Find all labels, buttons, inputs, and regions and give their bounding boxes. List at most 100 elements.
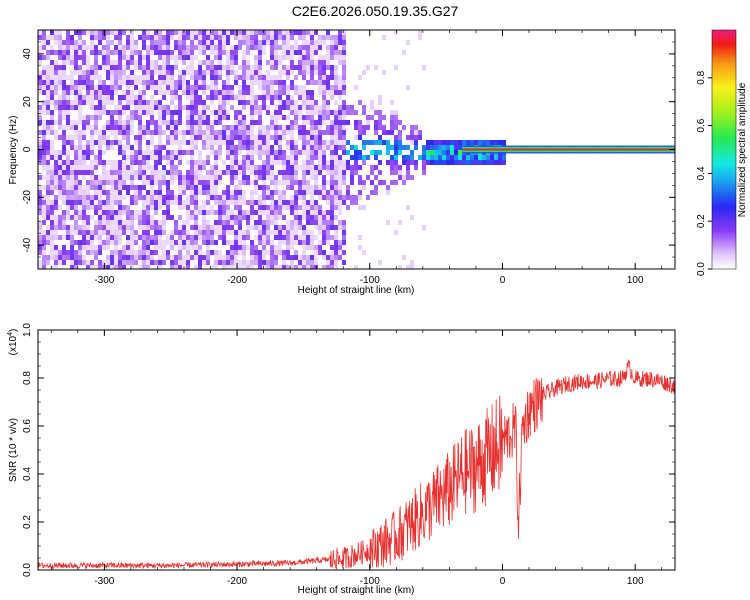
heatmap-cell: [162, 230, 166, 235]
heatmap-cell: [54, 155, 58, 160]
heatmap-cell: [98, 230, 102, 235]
heatmap-cell: [38, 35, 42, 40]
heatmap-cell: [122, 145, 126, 150]
heatmap-cell: [110, 130, 114, 135]
heatmap-cell: [198, 70, 202, 75]
heatmap-cell: [322, 70, 326, 75]
heatmap-cell: [294, 45, 298, 50]
heatmap-cell: [258, 50, 262, 55]
heatmap-cell: [350, 180, 354, 185]
heatmap-cell: [334, 155, 338, 160]
heatmap-cell: [294, 265, 298, 269]
heatmap-cell: [206, 55, 210, 60]
heatmap-cell: [178, 50, 182, 55]
heatmap-cell: [38, 250, 42, 255]
heatmap-cell: [278, 190, 282, 195]
heatmap-cell: [114, 125, 118, 130]
heatmap-cell: [242, 125, 246, 130]
heatmap-cell: [226, 185, 230, 190]
heatmap-cell: [298, 65, 302, 70]
heatmap-cell: [322, 240, 326, 245]
heatmap-cell: [186, 245, 190, 250]
heatmap-cell: [262, 190, 266, 195]
heatmap-cell: [274, 190, 278, 195]
heatmap-cell: [458, 155, 462, 160]
heatmap-cell: [210, 165, 214, 170]
heatmap-cell: [226, 230, 230, 235]
heatmap-cell: [314, 105, 318, 110]
heatmap-cell: [342, 90, 346, 95]
heatmap-cell: [42, 245, 46, 250]
heatmap-cells: [38, 30, 675, 269]
heatmap-cell: [150, 115, 154, 120]
heatmap-cell: [146, 65, 150, 70]
heatmap-cell: [310, 135, 314, 140]
heatmap-cell: [214, 155, 218, 160]
heatmap-cell: [286, 155, 290, 160]
heatmap-cell: [182, 235, 186, 240]
heatmap-cell: [62, 135, 66, 140]
heatmap-cell: [98, 205, 102, 210]
heatmap-cell: [306, 150, 310, 155]
heatmap-cell: [206, 180, 210, 185]
heatmap-cell: [170, 255, 174, 260]
heatmap-cell: [174, 85, 178, 90]
heatmap-cell: [178, 120, 182, 125]
heatmap-cell: [651, 148, 655, 151]
heatmap-cell: [290, 235, 294, 240]
heatmap-cell: [62, 175, 66, 180]
heatmap-cell: [158, 55, 162, 60]
heatmap-cell: [282, 230, 286, 235]
heatmap-cell: [226, 200, 230, 205]
heatmap-cell: [94, 110, 98, 115]
heatmap-cell: [38, 200, 42, 205]
heatmap-cell: [198, 75, 202, 80]
heatmap-cell: [94, 230, 98, 235]
heatmap-cell: [170, 260, 174, 265]
heatmap-cell: [118, 100, 122, 105]
heatmap-cell: [588, 148, 592, 151]
heatmap-cell: [302, 250, 306, 255]
heatmap-cell: [146, 130, 150, 135]
heatmap-cell: [302, 265, 306, 269]
heatmap-cell: [374, 65, 378, 70]
heatmap-cell: [270, 125, 274, 130]
heatmap-cell: [162, 250, 166, 255]
heatmap-cell: [178, 250, 182, 255]
heatmap-cell: [282, 130, 286, 135]
heatmap-cell: [258, 230, 262, 235]
heatmap-x-ticks: -300 -200 -100 0 100: [50, 30, 663, 286]
x-tick-label: -100: [360, 275, 380, 286]
heatmap-cell: [82, 80, 86, 85]
heatmap-cell: [74, 195, 78, 200]
heatmap-cell: [166, 110, 170, 115]
heatmap-cell: [294, 90, 298, 95]
heatmap-cell: [222, 110, 226, 115]
heatmap-cell: [58, 80, 62, 85]
heatmap-cell: [78, 105, 82, 110]
heatmap-cell: [206, 65, 210, 70]
heatmap-cell: [398, 265, 402, 269]
heatmap-cell: [298, 110, 302, 115]
heatmap-cell: [58, 135, 62, 140]
heatmap-cell: [154, 105, 158, 110]
heatmap-cell: [310, 190, 314, 195]
heatmap-cell: [302, 100, 306, 105]
heatmap-cell: [134, 40, 138, 45]
heatmap-cell: [390, 110, 394, 115]
heatmap-cell: [82, 225, 86, 230]
heatmap-cell: [114, 30, 118, 35]
heatmap-cell: [262, 180, 266, 185]
heatmap-cell: [46, 255, 50, 260]
heatmap-cell: [418, 30, 422, 35]
heatmap-cell: [274, 40, 278, 45]
heatmap-cell: [134, 160, 138, 165]
heatmap-cell: [258, 140, 262, 145]
heatmap-cell: [142, 110, 146, 115]
heatmap-cell: [282, 70, 286, 75]
colorbar-tick-label: 0.6: [696, 118, 707, 132]
heatmap-cell: [206, 85, 210, 90]
heatmap-cell: [322, 95, 326, 100]
heatmap-cell: [567, 148, 571, 151]
heatmap-cell: [106, 110, 110, 115]
